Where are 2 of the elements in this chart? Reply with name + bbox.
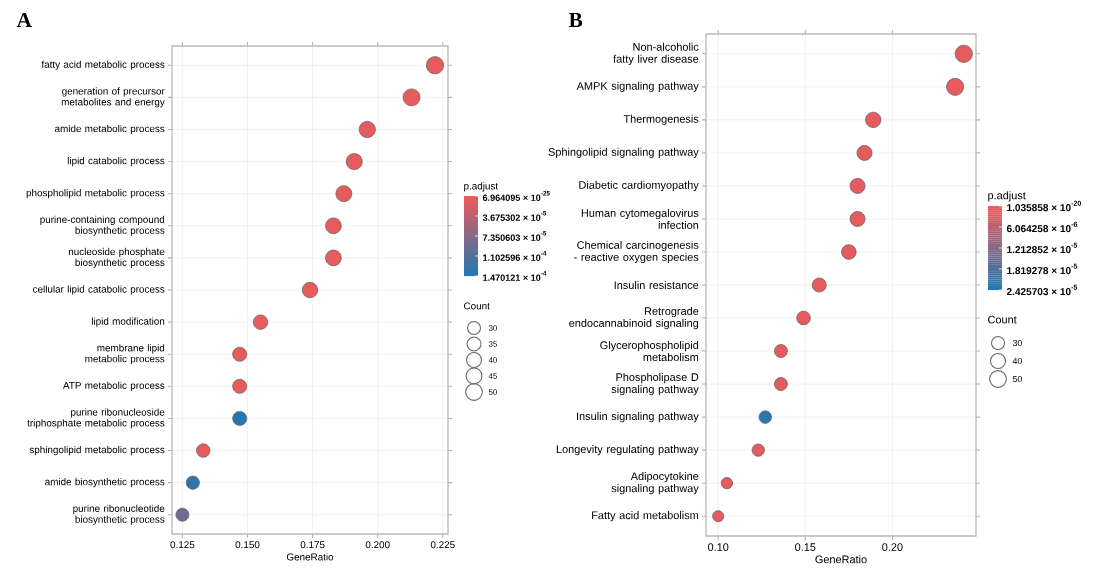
chart-title: A [16,12,32,28]
chart-title: B [568,12,583,27]
